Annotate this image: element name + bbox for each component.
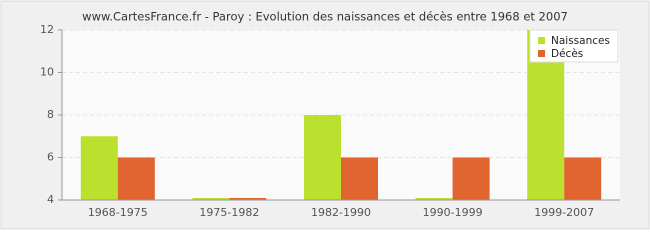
y-tick-label: 12 [40, 23, 54, 36]
bar [452, 157, 490, 200]
bar [80, 136, 118, 200]
legend-label: Naissances [551, 35, 610, 47]
x-tick-label: 1982-1990 [311, 206, 371, 219]
bar [415, 198, 453, 200]
y-tick-label: 4 [47, 193, 54, 206]
x-tick-label: 1975-1982 [199, 206, 259, 219]
chart: www.CartesFrance.fr - Paroy : Evolution … [0, 0, 650, 230]
x-tick-label: 1968-1975 [88, 206, 148, 219]
x-tick-label: 1999-2007 [534, 206, 594, 219]
chart-title: www.CartesFrance.fr - Paroy : Evolution … [82, 10, 568, 24]
bar [304, 115, 341, 200]
bar [564, 157, 602, 200]
legend-label: Décès [551, 48, 583, 60]
x-tick-label: 1990-1999 [423, 206, 483, 219]
bar [341, 157, 378, 200]
legend-swatch [538, 50, 545, 57]
bar [192, 198, 230, 200]
bar [229, 198, 267, 200]
bar [117, 157, 155, 200]
y-tick-label: 8 [47, 108, 54, 121]
legend-swatch [538, 37, 545, 44]
y-tick-label: 6 [47, 151, 54, 164]
y-tick-label: 10 [40, 66, 54, 79]
